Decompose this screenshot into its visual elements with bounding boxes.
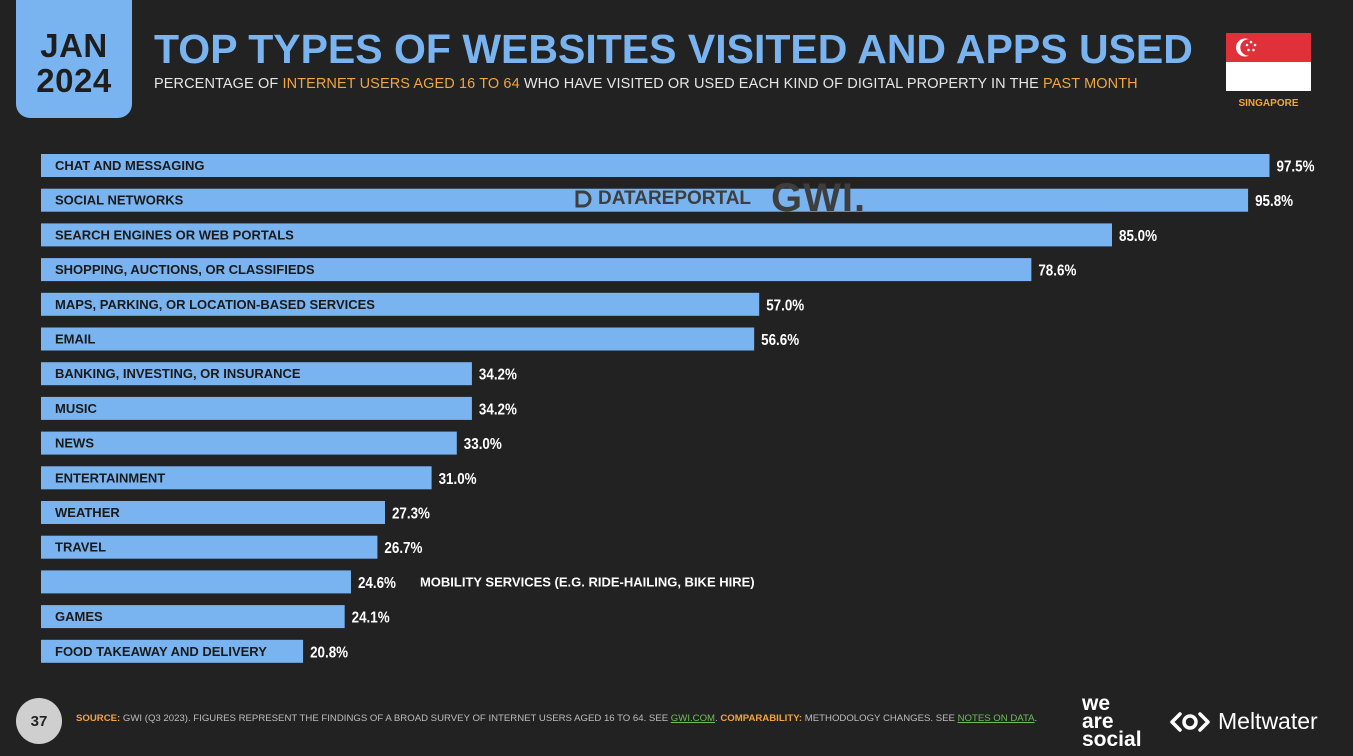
bar-category-label: CHAT AND MESSAGING xyxy=(55,158,205,173)
bar-category-label: WEATHER xyxy=(55,505,120,520)
bar xyxy=(41,639,304,663)
meltwater-icon xyxy=(1170,711,1210,732)
bar xyxy=(41,605,345,629)
we-are-social-logo: we are social xyxy=(1082,692,1142,751)
gwi-link[interactable]: GWI.COM xyxy=(670,713,716,724)
bar xyxy=(41,466,432,490)
bar-value-label: 20.8% xyxy=(310,644,348,661)
bar-category-label: TRAVEL xyxy=(55,540,106,555)
bar xyxy=(41,535,378,559)
subtitle-part-2: WHO HAVE VISITED OR USED EACH KIND OF DI… xyxy=(519,76,1044,92)
date-year: 2024 xyxy=(36,62,112,99)
bar xyxy=(41,188,1249,212)
date-badge: JAN 2024 xyxy=(16,0,132,118)
bar xyxy=(41,431,457,455)
bar-category-label: SHOPPING, AUCTIONS, OR CLASSIFIEDS xyxy=(55,262,315,277)
bar-value-label: 97.5% xyxy=(1277,159,1315,176)
bar-category-label: SOCIAL NETWORKS xyxy=(55,193,184,208)
bar-value-label: 34.2% xyxy=(479,367,517,384)
bar-category-label: BANKING, INVESTING, OR INSURANCE xyxy=(55,366,301,381)
bar xyxy=(41,292,760,316)
bar xyxy=(41,570,351,594)
meltwater-logo: Meltwater xyxy=(1168,708,1318,735)
singapore-flag-icon xyxy=(1226,33,1311,91)
date-month: JAN xyxy=(40,27,108,64)
page-number: 37 xyxy=(16,698,62,744)
bar-category-label: ENTERTAINMENT xyxy=(55,470,165,485)
bar-value-label: 34.2% xyxy=(479,401,517,418)
country-label: SINGAPORE xyxy=(1238,98,1299,109)
bar-category-label: MUSIC xyxy=(55,401,98,416)
bar-category-label: MAPS, PARKING, OR LOCATION-BASED SERVICE… xyxy=(55,297,375,312)
bar xyxy=(41,154,1270,177)
bar-value-label: 56.6% xyxy=(761,332,799,349)
subtitle-part-3: PAST MONTH xyxy=(1043,76,1138,92)
source-note: SOURCE: GWI (Q3 2023). FIGURES REPRESENT… xyxy=(76,713,1038,724)
bar-category-label: NEWS xyxy=(55,436,94,451)
bar xyxy=(41,396,472,420)
bar xyxy=(41,362,472,386)
bar-value-label: 27.3% xyxy=(392,506,430,523)
subtitle-part-1: INTERNET USERS AGED 16 TO 64 xyxy=(282,76,520,92)
bar xyxy=(41,327,755,351)
bar-value-label: 78.6% xyxy=(1038,263,1076,280)
subtitle-part-0: PERCENTAGE OF xyxy=(154,76,283,92)
bar-category-label: EMAIL xyxy=(55,332,96,347)
bar-value-label: 95.8% xyxy=(1255,193,1293,210)
bar-value-label: 26.7% xyxy=(384,540,422,557)
bar-category-label: GAMES xyxy=(55,609,103,624)
bar-value-label: 85.0% xyxy=(1119,228,1157,245)
notes-on-data-link[interactable]: NOTES ON DATA xyxy=(957,713,1035,724)
bar-category-label: FOOD TAKEAWAY AND DELIVERY xyxy=(55,644,267,659)
bar-value-label: 24.6% xyxy=(358,575,396,592)
bar-value-label: 57.0% xyxy=(766,297,804,314)
bar xyxy=(41,501,385,524)
bar-category-label: SEARCH ENGINES OR WEB PORTALS xyxy=(55,227,294,242)
page-title: TOP TYPES OF WEBSITES VISITED AND APPS U… xyxy=(154,26,1193,72)
bar-category-label: MOBILITY SERVICES (E.G. RIDE-HAILING, BI… xyxy=(420,574,755,589)
bar xyxy=(41,223,1112,247)
bar-value-label: 33.0% xyxy=(464,436,502,453)
page-subtitle: PERCENTAGE OF INTERNET USERS AGED 16 TO … xyxy=(154,76,1138,92)
bar-value-label: 31.0% xyxy=(439,471,477,488)
bar-value-label: 24.1% xyxy=(352,610,390,627)
bar xyxy=(41,258,1032,282)
